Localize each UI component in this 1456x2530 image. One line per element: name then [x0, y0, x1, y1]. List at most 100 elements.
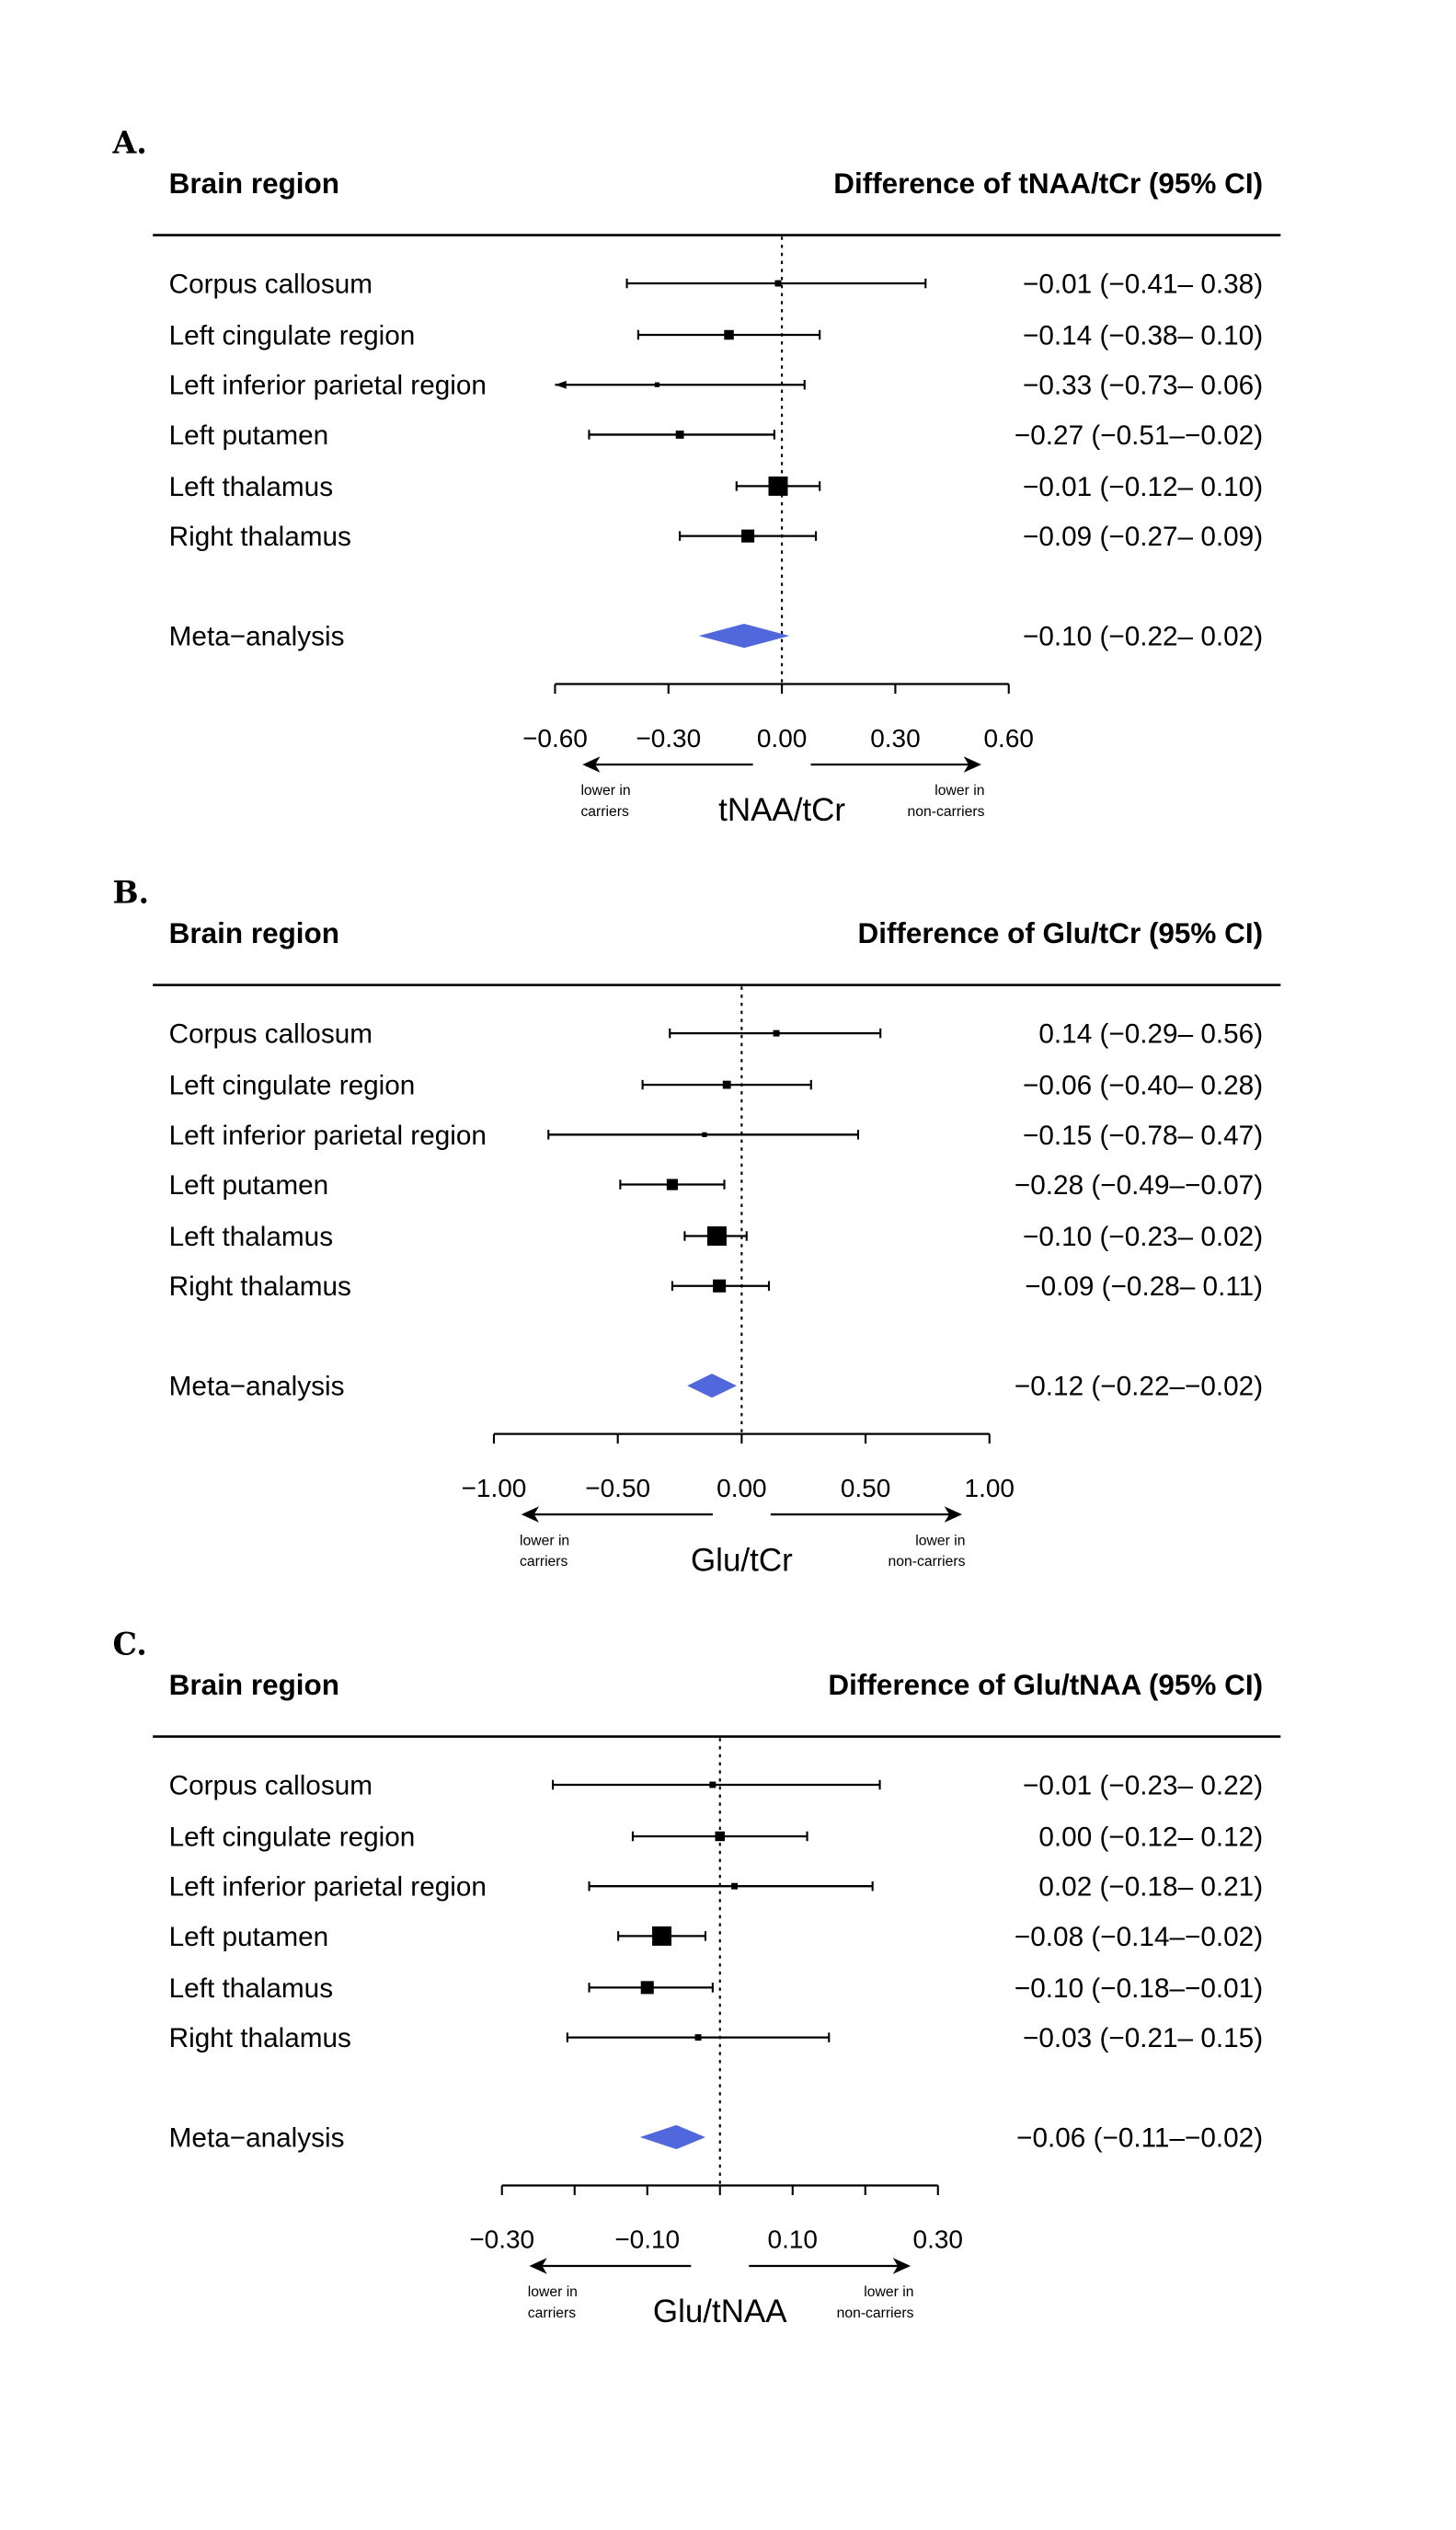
- region-label: Left cingulate region: [169, 320, 416, 351]
- x-tick-label: −0.30: [469, 2225, 534, 2254]
- left-note-line1: lower in: [528, 2284, 578, 2300]
- forest-panel-b: B. Brain region Difference of Glu/tCr (95%…: [112, 874, 1281, 1578]
- left-arrowhead: [529, 2258, 547, 2274]
- panel-label: C.: [112, 1626, 146, 1662]
- left-note-line1: lower in: [520, 1533, 569, 1548]
- region-label: Left inferior parietal region: [169, 371, 487, 401]
- point-estimate-box: [694, 2034, 702, 2041]
- effect-ci-text: 0.14 (−0.29– 0.56): [1038, 1019, 1263, 1050]
- right-note-line2: non-carriers: [837, 2306, 914, 2321]
- point-estimate-box: [654, 382, 660, 387]
- effect-ci-text: −0.08 (−0.14–−0.02): [1015, 1922, 1263, 1952]
- point-estimate-box: [724, 329, 734, 340]
- ci-truncated-arrow: [555, 380, 567, 389]
- right-header: Difference of Glu/tCr (95% CI): [857, 917, 1263, 949]
- x-tick-label: 0.30: [913, 2225, 963, 2254]
- point-estimate-box: [706, 1226, 727, 1247]
- meta-diamond: [687, 1374, 737, 1398]
- x-tick-label: 0.00: [717, 1474, 766, 1502]
- right-note-line2: non-carriers: [889, 1554, 966, 1570]
- point-estimate-box: [675, 431, 684, 439]
- x-tick-label: 0.30: [870, 724, 920, 753]
- right-header: Difference of tNAA/tCr (95% CI): [833, 167, 1263, 200]
- effect-ci-text: −0.01 (−0.12– 0.10): [1023, 472, 1263, 502]
- left-note-line2: carriers: [580, 804, 629, 820]
- meta-analysis-label: Meta−analysis: [169, 2123, 345, 2154]
- x-tick-label: −0.10: [614, 2225, 680, 2254]
- x-tick-label: 0.10: [768, 2225, 818, 2254]
- point-estimate-box: [773, 1029, 780, 1037]
- right-note-line2: non-carriers: [908, 804, 985, 820]
- meta-analysis-label: Meta−analysis: [169, 622, 345, 652]
- forest-panel-a: A. Brain region Difference of tNAA/tCr (95…: [111, 124, 1281, 828]
- left-header: Brain region: [169, 1669, 339, 1701]
- meta-analysis-label: Meta−analysis: [169, 1372, 345, 1402]
- right-arrowhead: [892, 2258, 911, 2274]
- meta-diamond: [698, 623, 790, 649]
- right-arrowhead: [963, 756, 981, 773]
- effect-ci-text: −0.10 (−0.23– 0.02): [1023, 1222, 1263, 1252]
- x-axis-title: Glu/tCr: [691, 1542, 793, 1578]
- right-header: Difference of Glu/tNAA (95% CI): [828, 1669, 1263, 1701]
- point-estimate-box: [709, 1781, 717, 1788]
- left-arrowhead: [521, 1506, 539, 1523]
- region-label: Corpus callosum: [169, 1019, 373, 1050]
- region-label: Left putamen: [169, 1922, 328, 1952]
- point-estimate-box: [774, 280, 782, 287]
- left-header: Brain region: [169, 917, 339, 949]
- point-estimate-box: [666, 1179, 679, 1190]
- meta-effect-ci-text: −0.10 (−0.22– 0.02): [1023, 622, 1263, 652]
- point-estimate-box: [652, 1926, 672, 1946]
- left-note-line1: lower in: [580, 783, 630, 799]
- effect-ci-text: −0.01 (−0.23– 0.22): [1023, 1770, 1263, 1800]
- x-tick-label: −0.30: [636, 724, 701, 753]
- left-arrowhead: [582, 756, 601, 773]
- region-label: Right thalamus: [169, 522, 351, 552]
- x-tick-label: 0.00: [757, 724, 807, 753]
- effect-ci-text: −0.03 (−0.21– 0.15): [1023, 2023, 1263, 2053]
- effect-ci-text: −0.09 (−0.28– 0.11): [1025, 1271, 1263, 1302]
- effect-ci-text: −0.27 (−0.51–−0.02): [1015, 420, 1263, 451]
- effect-ci-text: 0.00 (−0.12– 0.12): [1038, 1822, 1263, 1852]
- x-axis-title: tNAA/tCr: [718, 792, 845, 828]
- x-tick-label: 0.50: [841, 1474, 890, 1502]
- effect-ci-text: −0.33 (−0.73– 0.06): [1023, 371, 1263, 401]
- right-note-line1: lower in: [915, 1533, 965, 1548]
- left-note-line2: carriers: [520, 1554, 568, 1570]
- point-estimate-box: [741, 529, 755, 543]
- x-tick-label: −0.50: [585, 1474, 650, 1502]
- region-label: Corpus callosum: [169, 1770, 373, 1800]
- right-note-line1: lower in: [864, 2284, 913, 2300]
- region-label: Right thalamus: [169, 1271, 351, 1302]
- x-tick-label: 1.00: [965, 1474, 1015, 1502]
- right-arrowhead: [944, 1506, 963, 1523]
- effect-ci-text: −0.10 (−0.18–−0.01): [1015, 1973, 1263, 2004]
- point-estimate-box: [731, 1882, 739, 1890]
- point-estimate-box: [722, 1080, 731, 1089]
- region-label: Left inferior parietal region: [169, 1121, 487, 1151]
- region-label: Left thalamus: [169, 472, 333, 502]
- region-label: Left thalamus: [169, 1973, 333, 2004]
- effect-ci-text: −0.06 (−0.40– 0.28): [1023, 1071, 1263, 1101]
- point-estimate-box: [768, 476, 788, 496]
- effect-ci-text: −0.01 (−0.41– 0.38): [1023, 270, 1263, 300]
- effect-ci-text: −0.14 (−0.38– 0.10): [1023, 320, 1263, 351]
- meta-diamond: [639, 2124, 705, 2150]
- x-axis-title: Glu/tNAA: [653, 2294, 787, 2329]
- region-label: Left thalamus: [169, 1222, 333, 1252]
- region-label: Left inferior parietal region: [169, 1872, 487, 1903]
- x-tick-label: −0.60: [522, 724, 588, 753]
- meta-effect-ci-text: −0.06 (−0.11–−0.02): [1016, 2123, 1263, 2154]
- panel-label: B.: [112, 874, 149, 910]
- x-tick-label: 0.60: [984, 724, 1034, 753]
- effect-ci-text: −0.09 (−0.27– 0.09): [1023, 522, 1263, 552]
- point-estimate-box: [702, 1132, 707, 1137]
- right-note-line1: lower in: [934, 783, 984, 799]
- region-label: Corpus callosum: [169, 270, 373, 300]
- effect-ci-text: −0.15 (−0.78– 0.47): [1023, 1121, 1263, 1151]
- point-estimate-box: [713, 1279, 727, 1293]
- meta-effect-ci-text: −0.12 (−0.22–−0.02): [1015, 1372, 1263, 1402]
- point-estimate-box: [715, 1831, 726, 1842]
- region-label: Left putamen: [169, 1170, 328, 1201]
